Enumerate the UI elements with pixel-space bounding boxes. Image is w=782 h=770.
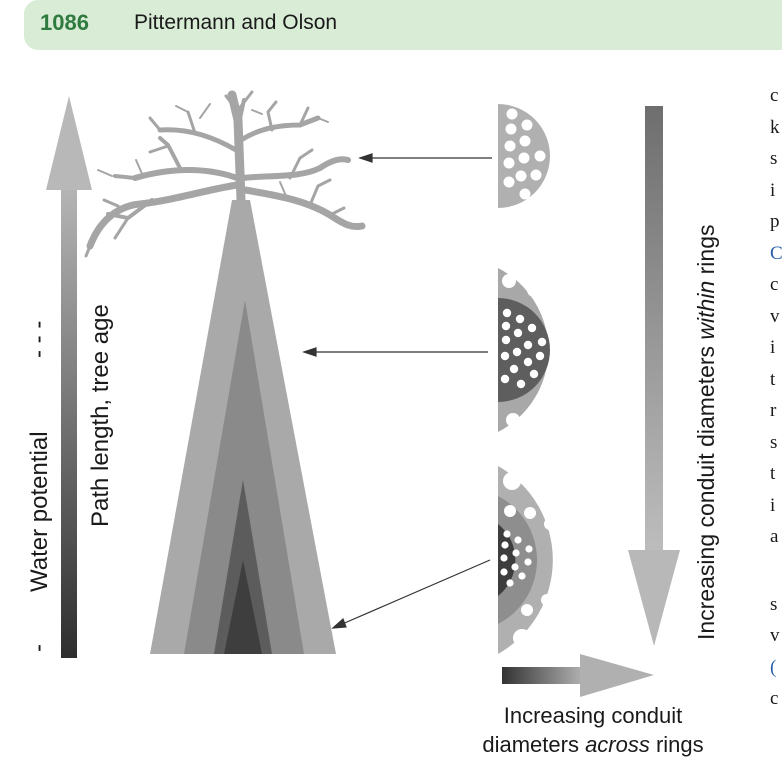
page-number: 1086 [40, 10, 89, 35]
body-text-line: v [770, 305, 780, 327]
minus-signs-high: - - - [25, 321, 52, 358]
cross-section-young [498, 104, 550, 208]
running-header-bar [24, 0, 782, 50]
cross-section-middle [498, 268, 589, 432]
across-rings-label-post: rings [650, 732, 704, 757]
body-text-line: t [770, 368, 776, 390]
body-text-line-link[interactable]: C [770, 242, 782, 264]
path-length-label: Path length, tree age [87, 304, 114, 527]
within-rings-label-pre: Increasing conduit diameters [693, 340, 719, 640]
within-rings-label-em: within [693, 281, 719, 340]
body-text-line: r [770, 400, 777, 421]
across-rings-arrow [502, 654, 654, 697]
leader-arrows [302, 153, 492, 629]
within-rings-arrow [628, 106, 680, 646]
body-text-line: t [770, 463, 776, 484]
body-text-line: c [770, 85, 779, 106]
body-text-line: a [770, 526, 779, 547]
body-text-line-link[interactable]: ( [770, 656, 777, 678]
across-rings-label-pre: diameters [482, 732, 585, 757]
tree-trunk [150, 200, 336, 654]
body-text-line: c [770, 274, 779, 295]
body-text-line: s [770, 431, 778, 453]
body-text-line: i [770, 337, 776, 358]
body-text-line: i [770, 179, 776, 201]
minus-sign-low: - [25, 644, 52, 652]
body-text-line: p [770, 211, 780, 232]
paragraph-gap [770, 553, 782, 589]
running-head-authors: Pittermann and Olson [134, 11, 338, 34]
body-text-line: s [770, 148, 778, 169]
body-text-line: c [770, 688, 779, 709]
within-rings-label-post: rings [693, 225, 719, 281]
tree-crown [84, 90, 366, 258]
body-text-line: k [770, 116, 780, 138]
water-potential-arrow [46, 96, 92, 658]
across-rings-label-em: across [585, 732, 650, 757]
tree-conduit-figure: Water potential Path length, tree age - … [25, 90, 719, 757]
within-rings-label: Increasing conduit diameters within ring… [693, 225, 719, 641]
cross-section-old [498, 466, 605, 654]
water-potential-label: Water potential [26, 431, 53, 592]
body-text-column-clipped: c k s i p C c v i t r s t i a s v ( c [770, 80, 782, 715]
across-rings-label-line2: diameters across rings [482, 732, 703, 757]
body-text-line: v [770, 625, 780, 646]
body-text-line: i [770, 494, 776, 516]
across-rings-label-line1: Increasing conduit [504, 703, 683, 728]
body-text-line: s [770, 593, 778, 615]
